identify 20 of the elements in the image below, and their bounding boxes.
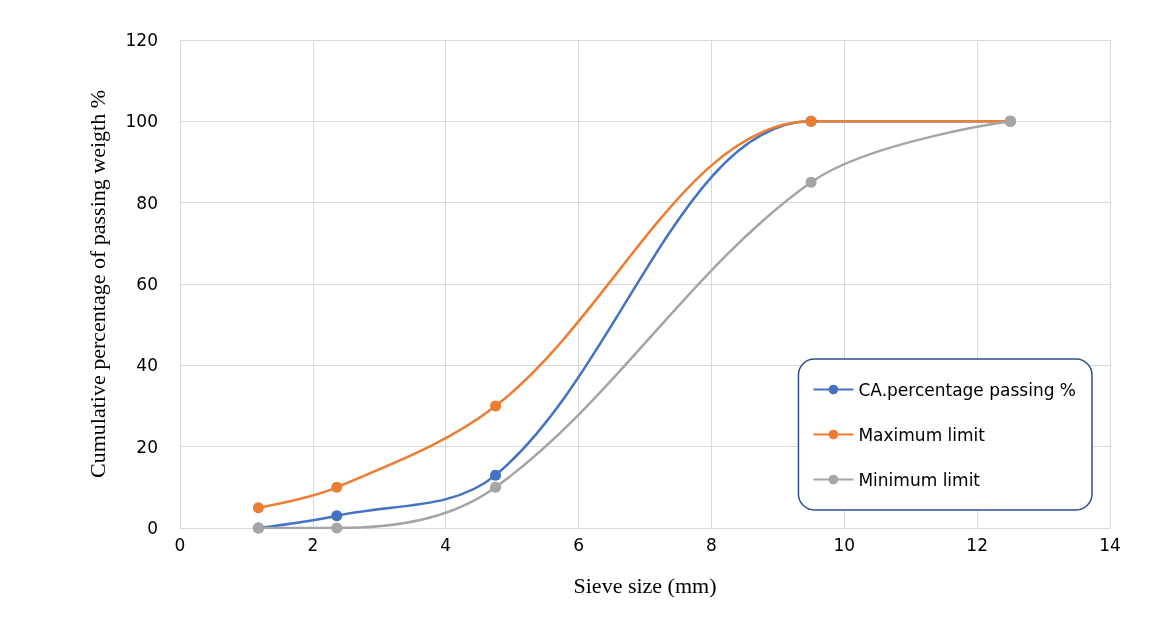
y-tick-label: 0 [147,518,158,538]
x-tick-label: 6 [573,534,584,555]
y-tick-label: 120 [125,30,158,50]
legend-label: CA.percentage passing % [858,379,1077,400]
y-tick-label: 60 [136,274,158,294]
x-tick-label: 2 [307,534,319,555]
x-tick-label: 0 [174,534,186,555]
x-axis-title: Sieve size (mm) [573,572,717,598]
x-tick-label: 10 [833,534,856,555]
x-tick-label: 14 [1099,534,1121,555]
x-tick-label: 8 [706,534,717,555]
y-tick-label: 20 [136,436,158,457]
y-axis-title: Cumulative percentage of passing weigth % [84,90,110,478]
legend-label: Minimum limit [858,469,981,490]
x-tick-label: 12 [966,534,988,555]
y-tick-label: 80 [136,192,158,213]
y-tick-label: 40 [136,355,158,376]
x-tick-label: 4 [440,534,452,555]
y-tick-label: 100 [125,111,158,132]
legend-label: Maximum limit [858,424,986,445]
